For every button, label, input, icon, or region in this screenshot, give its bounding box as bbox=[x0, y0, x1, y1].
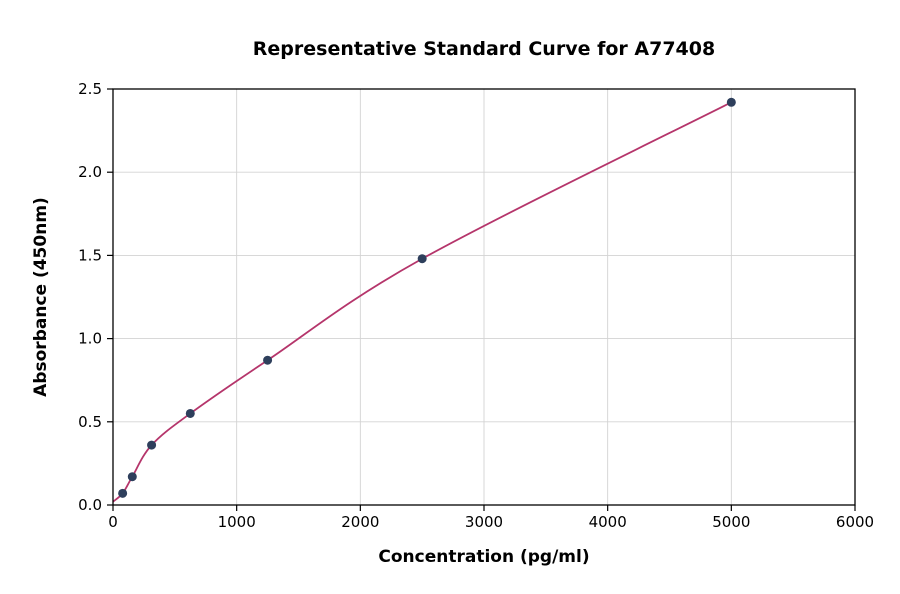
y-tick-label: 0.0 bbox=[78, 496, 102, 514]
y-tick-label: 2.5 bbox=[78, 80, 102, 98]
x-tick-label: 2000 bbox=[341, 513, 379, 531]
x-tick-label: 5000 bbox=[712, 513, 750, 531]
y-tick-label: 1.5 bbox=[78, 246, 102, 264]
y-axis-label: Absorbance (450nm) bbox=[31, 197, 51, 397]
data-points-layer bbox=[118, 97, 736, 498]
x-axis-label: Concentration (pg/ml) bbox=[378, 547, 589, 567]
x-tick-label: 3000 bbox=[465, 513, 503, 531]
chart-title: Representative Standard Curve for A77408 bbox=[253, 38, 715, 60]
x-tick-label: 1000 bbox=[218, 513, 256, 531]
data-point bbox=[147, 440, 157, 450]
x-tick-label: 0 bbox=[108, 513, 118, 531]
data-point bbox=[417, 254, 427, 264]
data-point bbox=[263, 355, 273, 365]
x-tick-label: 4000 bbox=[589, 513, 627, 531]
y-tick-label: 2.0 bbox=[78, 163, 102, 181]
fit-curve bbox=[112, 101, 732, 503]
data-point bbox=[127, 472, 137, 482]
tick-marks bbox=[107, 88, 856, 511]
data-point bbox=[118, 488, 128, 498]
data-point bbox=[185, 408, 195, 418]
data-point bbox=[726, 97, 736, 107]
y-tick-label: 1.0 bbox=[78, 330, 102, 348]
y-tick-label: 0.5 bbox=[78, 413, 102, 431]
tick-labels: 0 1000 2000 3000 4000 5000 6000 0.0 0.5 1.0 1.5 2.0… bbox=[78, 80, 874, 531]
fit-curve-layer bbox=[112, 101, 732, 503]
x-tick-label: 6000 bbox=[836, 513, 874, 531]
gridlines bbox=[112, 88, 856, 506]
